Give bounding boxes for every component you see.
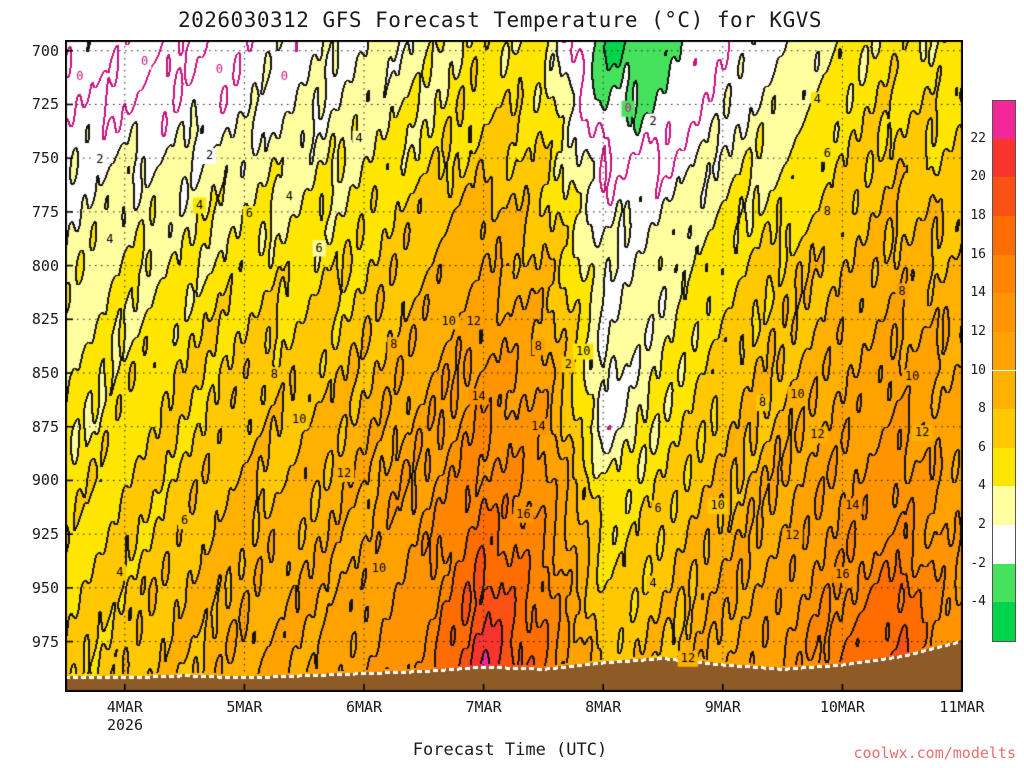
colorbar-cell — [992, 486, 1016, 526]
y-tick-label: 800 — [31, 256, 59, 275]
colorbar-cell — [992, 602, 1016, 642]
colorbar-cell — [992, 447, 1016, 487]
y-tick-label: 725 — [31, 95, 59, 114]
colorbar-cell — [992, 138, 1016, 178]
contour-plot-canvas — [65, 40, 963, 692]
colorbar-cell — [992, 331, 1016, 371]
colorbar-cell — [992, 254, 1016, 294]
x-tick-label: 6MAR — [345, 698, 383, 716]
y-tick-label: 900 — [31, 471, 59, 490]
y-tick-label: 975 — [31, 632, 59, 651]
y-tick-label: 950 — [31, 578, 59, 597]
y-tick-label: 700 — [31, 41, 59, 60]
colorbar-cell — [992, 525, 1016, 564]
colorbar-cell — [992, 370, 1016, 410]
plot-area: 700 725 750 775 800 825 850 875 900 925 950 975 4MA… — [32, 40, 985, 734]
x-axis-year-label: 2026 — [106, 716, 144, 734]
x-tick-label: 8MAR — [585, 698, 622, 716]
y-tick-label: 750 — [31, 149, 59, 168]
colorbar-cell — [992, 100, 1016, 140]
colorbar-cell — [992, 177, 1016, 216]
colorbar-cell — [992, 293, 1016, 332]
y-tick-label: 850 — [31, 364, 59, 383]
chart-title: 2026030312 GFS Forecast Temperature (°C)… — [177, 8, 822, 32]
y-tick-label: 925 — [31, 525, 59, 544]
y-tick-label: 825 — [31, 310, 59, 329]
y-tick-label: 875 — [31, 417, 59, 436]
footer-site-link[interactable]: coolwx.com/modelts — [853, 744, 1016, 762]
colorbar-cell — [992, 215, 1016, 255]
x-axis-title: Forecast Time (UTC) — [412, 740, 608, 760]
x-tick-label: 11MAR — [939, 698, 985, 716]
x-tick-label: 10MAR — [819, 698, 865, 716]
x-tick-label: 7MAR — [465, 698, 502, 716]
colorbar-cell — [992, 563, 1016, 603]
x-tick-label: 9MAR — [704, 698, 741, 716]
colorbar-cell — [992, 409, 1016, 448]
x-tick-label: 4MAR — [106, 698, 143, 716]
y-tick-label: 775 — [31, 202, 59, 221]
x-tick-label: 5MAR — [226, 698, 263, 716]
